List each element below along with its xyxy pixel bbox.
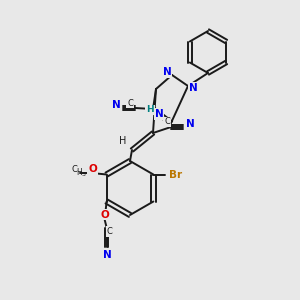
- Text: O: O: [100, 209, 109, 220]
- Text: C: C: [164, 118, 170, 127]
- Text: N: N: [103, 250, 112, 260]
- Text: N: N: [189, 83, 197, 93]
- Text: C: C: [107, 227, 112, 236]
- Text: N: N: [112, 100, 120, 110]
- Text: H: H: [77, 168, 82, 177]
- Text: H: H: [146, 106, 154, 115]
- Text: N: N: [154, 109, 164, 119]
- Text: C: C: [127, 98, 133, 107]
- Text: Br: Br: [169, 169, 182, 179]
- Text: 3: 3: [82, 172, 86, 177]
- Text: N: N: [163, 67, 171, 77]
- Text: C: C: [72, 165, 78, 174]
- Text: O: O: [88, 164, 97, 175]
- Text: N: N: [186, 119, 194, 129]
- Text: H: H: [119, 136, 127, 146]
